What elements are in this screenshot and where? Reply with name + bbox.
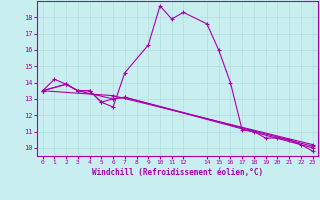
X-axis label: Windchill (Refroidissement éolien,°C): Windchill (Refroidissement éolien,°C)	[92, 168, 263, 177]
